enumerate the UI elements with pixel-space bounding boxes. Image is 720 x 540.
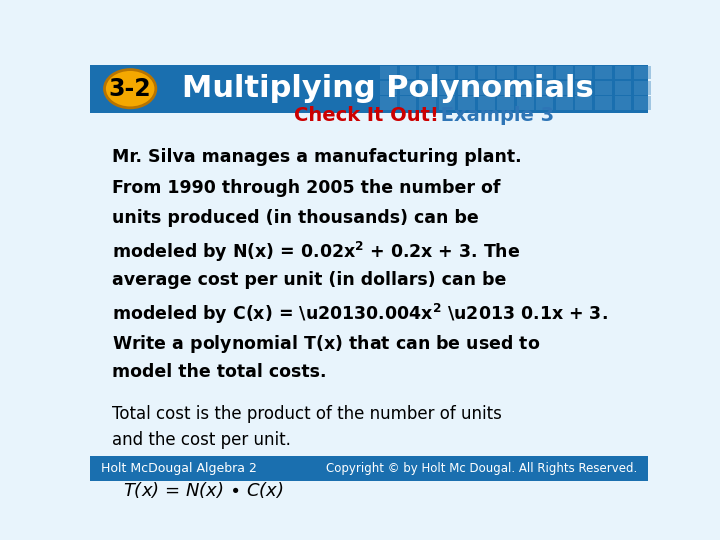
Text: units produced (in thousands) can be: units produced (in thousands) can be (112, 210, 479, 227)
Bar (478, 81, 495, 94)
Bar (478, 97, 495, 110)
Text: modeled by $\mathbf{N}$($\mathbf{x}$) = 0.02$\mathbf{x}^{\mathbf{2}}$ + 0.2$\mat: modeled by $\mathbf{N}$($\mathbf{x}$) = … (112, 240, 521, 265)
Bar (575, 66, 593, 79)
Bar (595, 66, 612, 79)
Bar (380, 97, 397, 110)
Bar (615, 97, 631, 110)
Text: Check It Out!: Check It Out! (294, 106, 438, 125)
Bar (634, 81, 651, 94)
Bar (615, 66, 631, 79)
Bar (459, 66, 475, 79)
Text: Write a polynomial $\mathbf{T}$($\mathbf{x}$) that can be used to: Write a polynomial $\mathbf{T}$($\mathbf… (112, 333, 541, 355)
Bar (459, 81, 475, 94)
Bar (536, 66, 553, 79)
Bar (438, 97, 456, 110)
Bar (459, 97, 475, 110)
FancyBboxPatch shape (90, 456, 648, 481)
Bar (498, 97, 514, 110)
Bar (438, 66, 456, 79)
Bar (380, 81, 397, 94)
Bar (400, 97, 416, 110)
Text: $T$($x$) = $N$($x$) $\bullet$ $C$($x$): $T$($x$) = $N$($x$) $\bullet$ $C$($x$) (124, 480, 284, 500)
Bar (498, 81, 514, 94)
Bar (536, 97, 553, 110)
Bar (575, 81, 593, 94)
Bar (595, 97, 612, 110)
Bar (419, 81, 436, 94)
Bar (575, 97, 593, 110)
Bar (380, 66, 397, 79)
Text: Example 3: Example 3 (434, 106, 554, 125)
Bar (615, 81, 631, 94)
Bar (419, 66, 436, 79)
Text: model the total costs.: model the total costs. (112, 363, 327, 381)
Text: modeled by $\mathbf{C}$($\mathbf{x}$) = \u20130.004$\mathbf{x}^{\mathbf{2}}$ \u2: modeled by $\mathbf{C}$($\mathbf{x}$) = … (112, 302, 608, 326)
Bar (536, 81, 553, 94)
Bar (556, 66, 572, 79)
Bar (478, 66, 495, 79)
Text: average cost per unit (in dollars) can be: average cost per unit (in dollars) can b… (112, 271, 507, 289)
Bar (517, 81, 534, 94)
Text: Total cost is the product of the number of units
and the cost per unit.: Total cost is the product of the number … (112, 405, 502, 449)
Bar (517, 97, 534, 110)
Bar (556, 97, 572, 110)
Text: 3-2: 3-2 (109, 77, 151, 100)
FancyBboxPatch shape (90, 65, 648, 113)
Bar (634, 66, 651, 79)
Bar (595, 81, 612, 94)
Text: Copyright © by Holt Mc Dougal. All Rights Reserved.: Copyright © by Holt Mc Dougal. All Right… (325, 462, 637, 475)
Bar (400, 81, 416, 94)
Bar (498, 66, 514, 79)
Bar (438, 81, 456, 94)
Text: Holt McDougal Algebra 2: Holt McDougal Algebra 2 (101, 462, 257, 475)
Ellipse shape (104, 70, 156, 108)
Text: Multiplying Polynomials: Multiplying Polynomials (182, 74, 594, 103)
Bar (517, 66, 534, 79)
Text: Mr. Silva manages a manufacturing plant.: Mr. Silva manages a manufacturing plant. (112, 148, 522, 166)
Bar (419, 97, 436, 110)
Bar (634, 97, 651, 110)
Text: From 1990 through 2005 the number of: From 1990 through 2005 the number of (112, 179, 501, 197)
Bar (400, 66, 416, 79)
Bar (556, 81, 572, 94)
